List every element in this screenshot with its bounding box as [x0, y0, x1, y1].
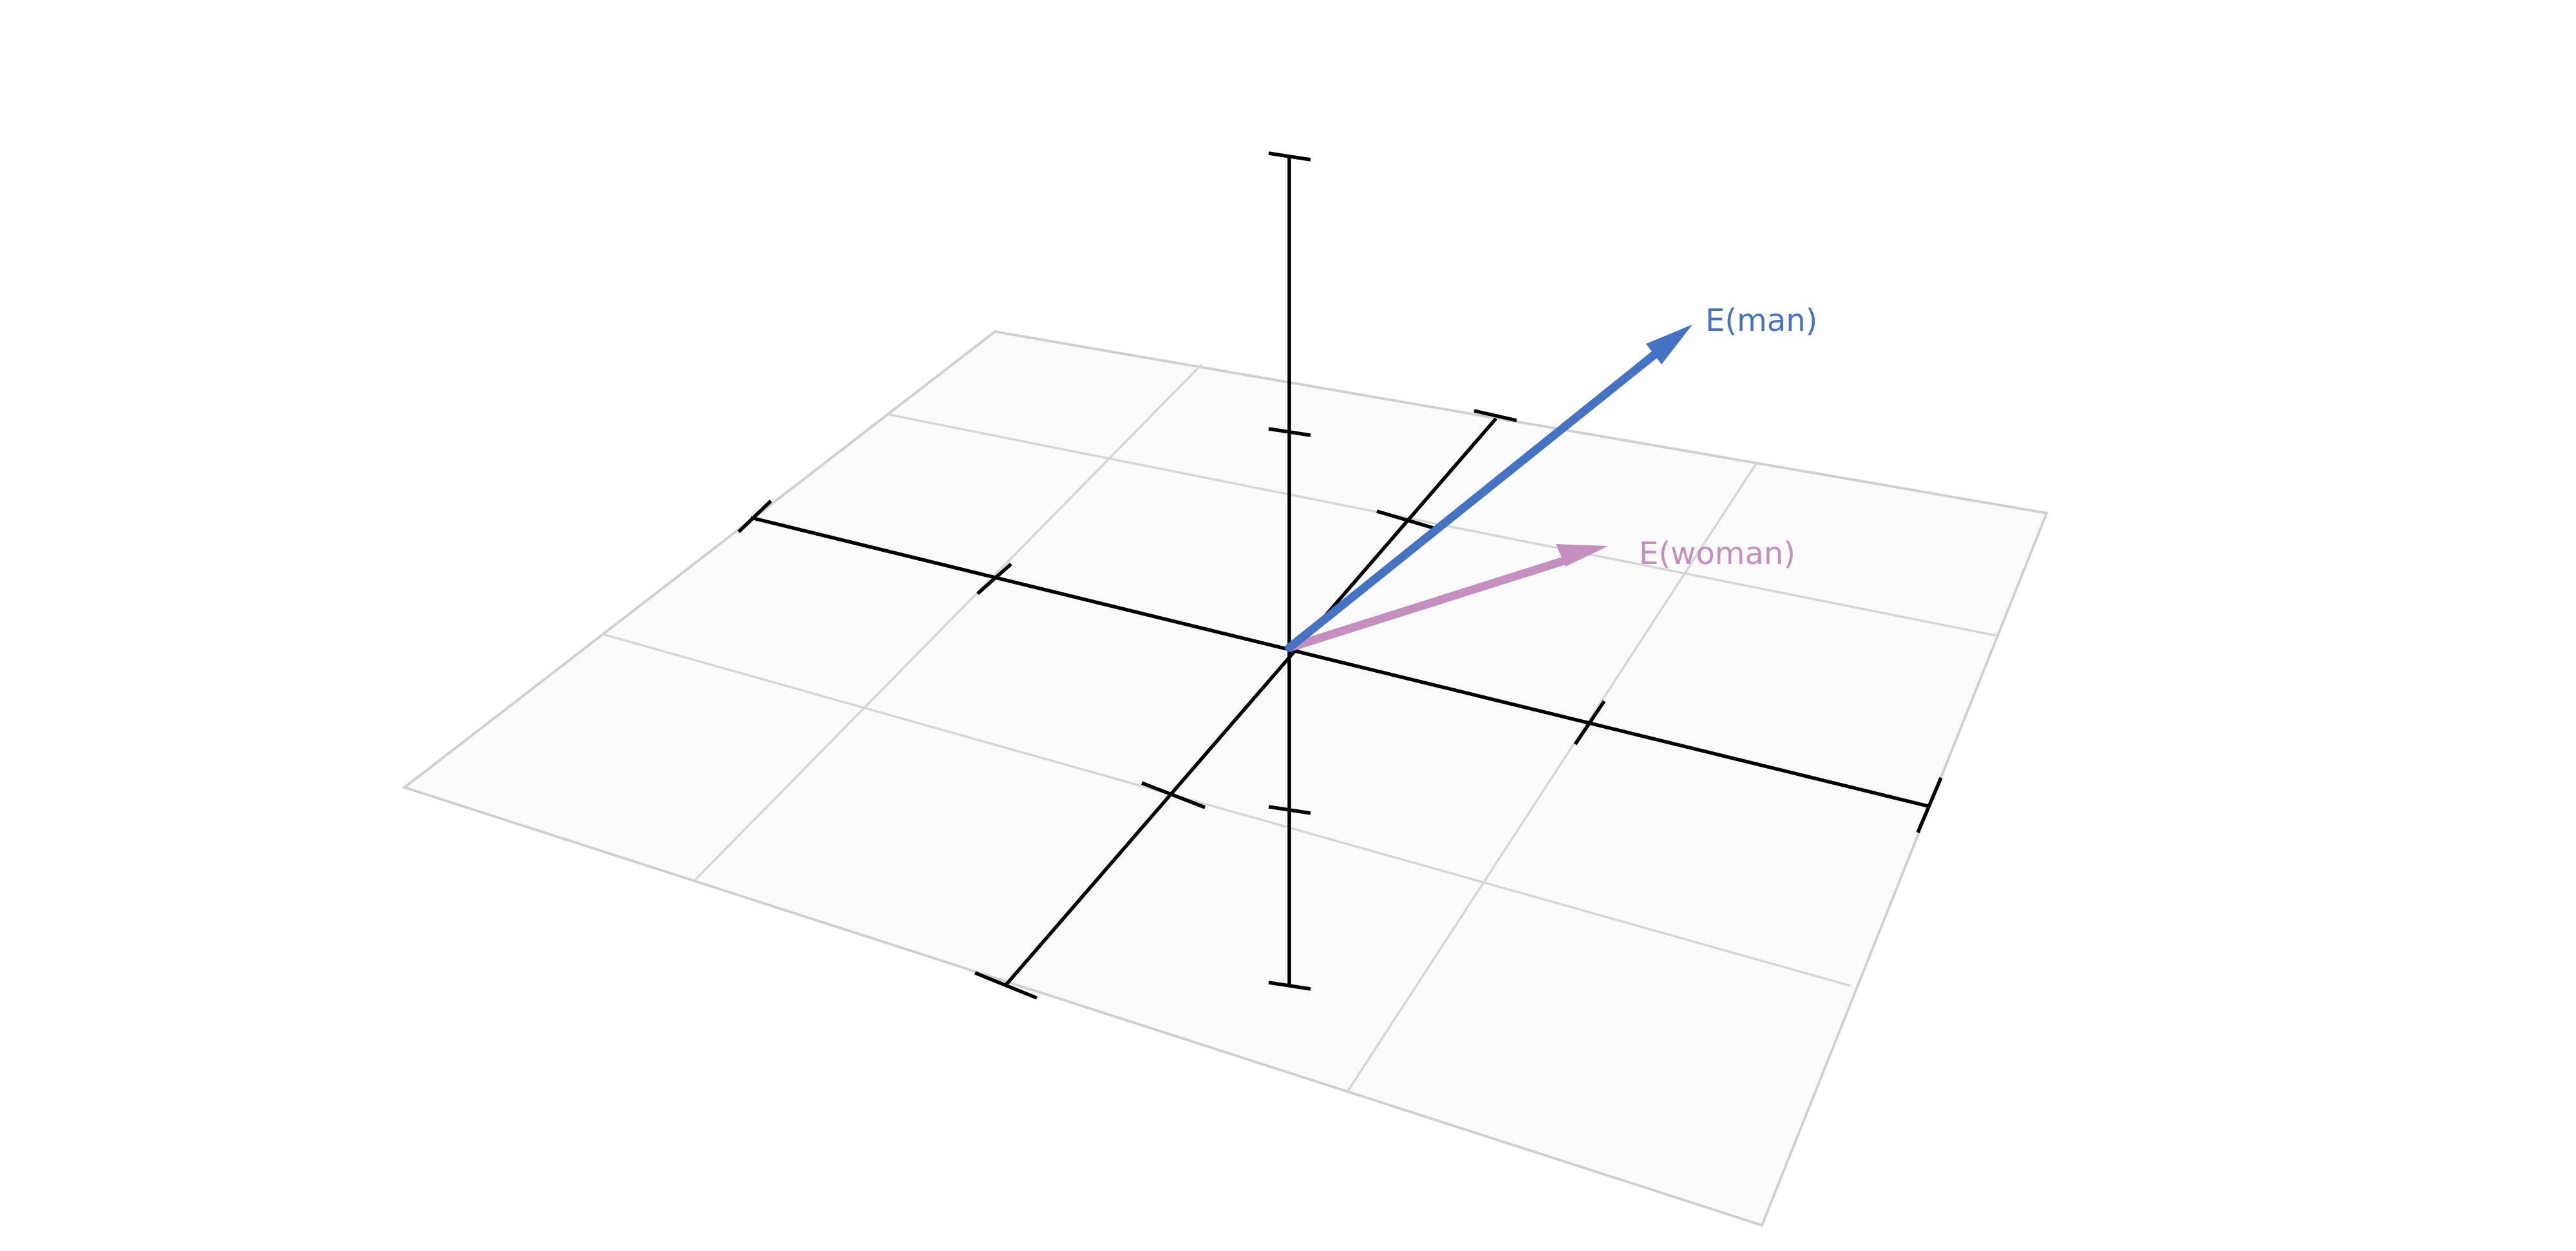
x-axis-tick — [976, 562, 1012, 596]
axes — [737, 151, 1943, 1000]
woman-vector-arrowhead — [1556, 544, 1608, 567]
man-vector-shaft — [1285, 347, 1663, 652]
man-vector-label: E(man) — [1705, 303, 1817, 339]
vectors: E(woman) E(man) — [1285, 303, 1817, 652]
ground-plane — [401, 330, 2049, 1227]
z-axis-tick — [1268, 427, 1311, 437]
man-vector-arrowhead — [1646, 325, 1692, 364]
y-axis-tick — [1376, 509, 1441, 532]
grid-line — [694, 363, 1203, 881]
z-axis-tick — [1268, 151, 1311, 162]
y-axis — [1003, 417, 1498, 988]
plane-surface — [401, 330, 2049, 1227]
y-axis-tick — [1473, 409, 1517, 422]
x-axis — [750, 516, 1929, 808]
x-axis-tick — [1916, 776, 1943, 834]
woman-vector-shaft — [1285, 554, 1575, 652]
woman-vector-label: E(woman) — [1639, 536, 1795, 572]
x-axis-tick — [1573, 700, 1606, 746]
z-axis-tick — [1268, 805, 1311, 815]
grid-line — [602, 633, 1851, 987]
y-axis-tick — [974, 971, 1038, 1000]
z-axis-tick — [1268, 981, 1311, 991]
y-axis-tick — [1141, 781, 1206, 809]
x-axis-tick — [737, 500, 772, 533]
grid-line — [1346, 463, 1757, 1093]
